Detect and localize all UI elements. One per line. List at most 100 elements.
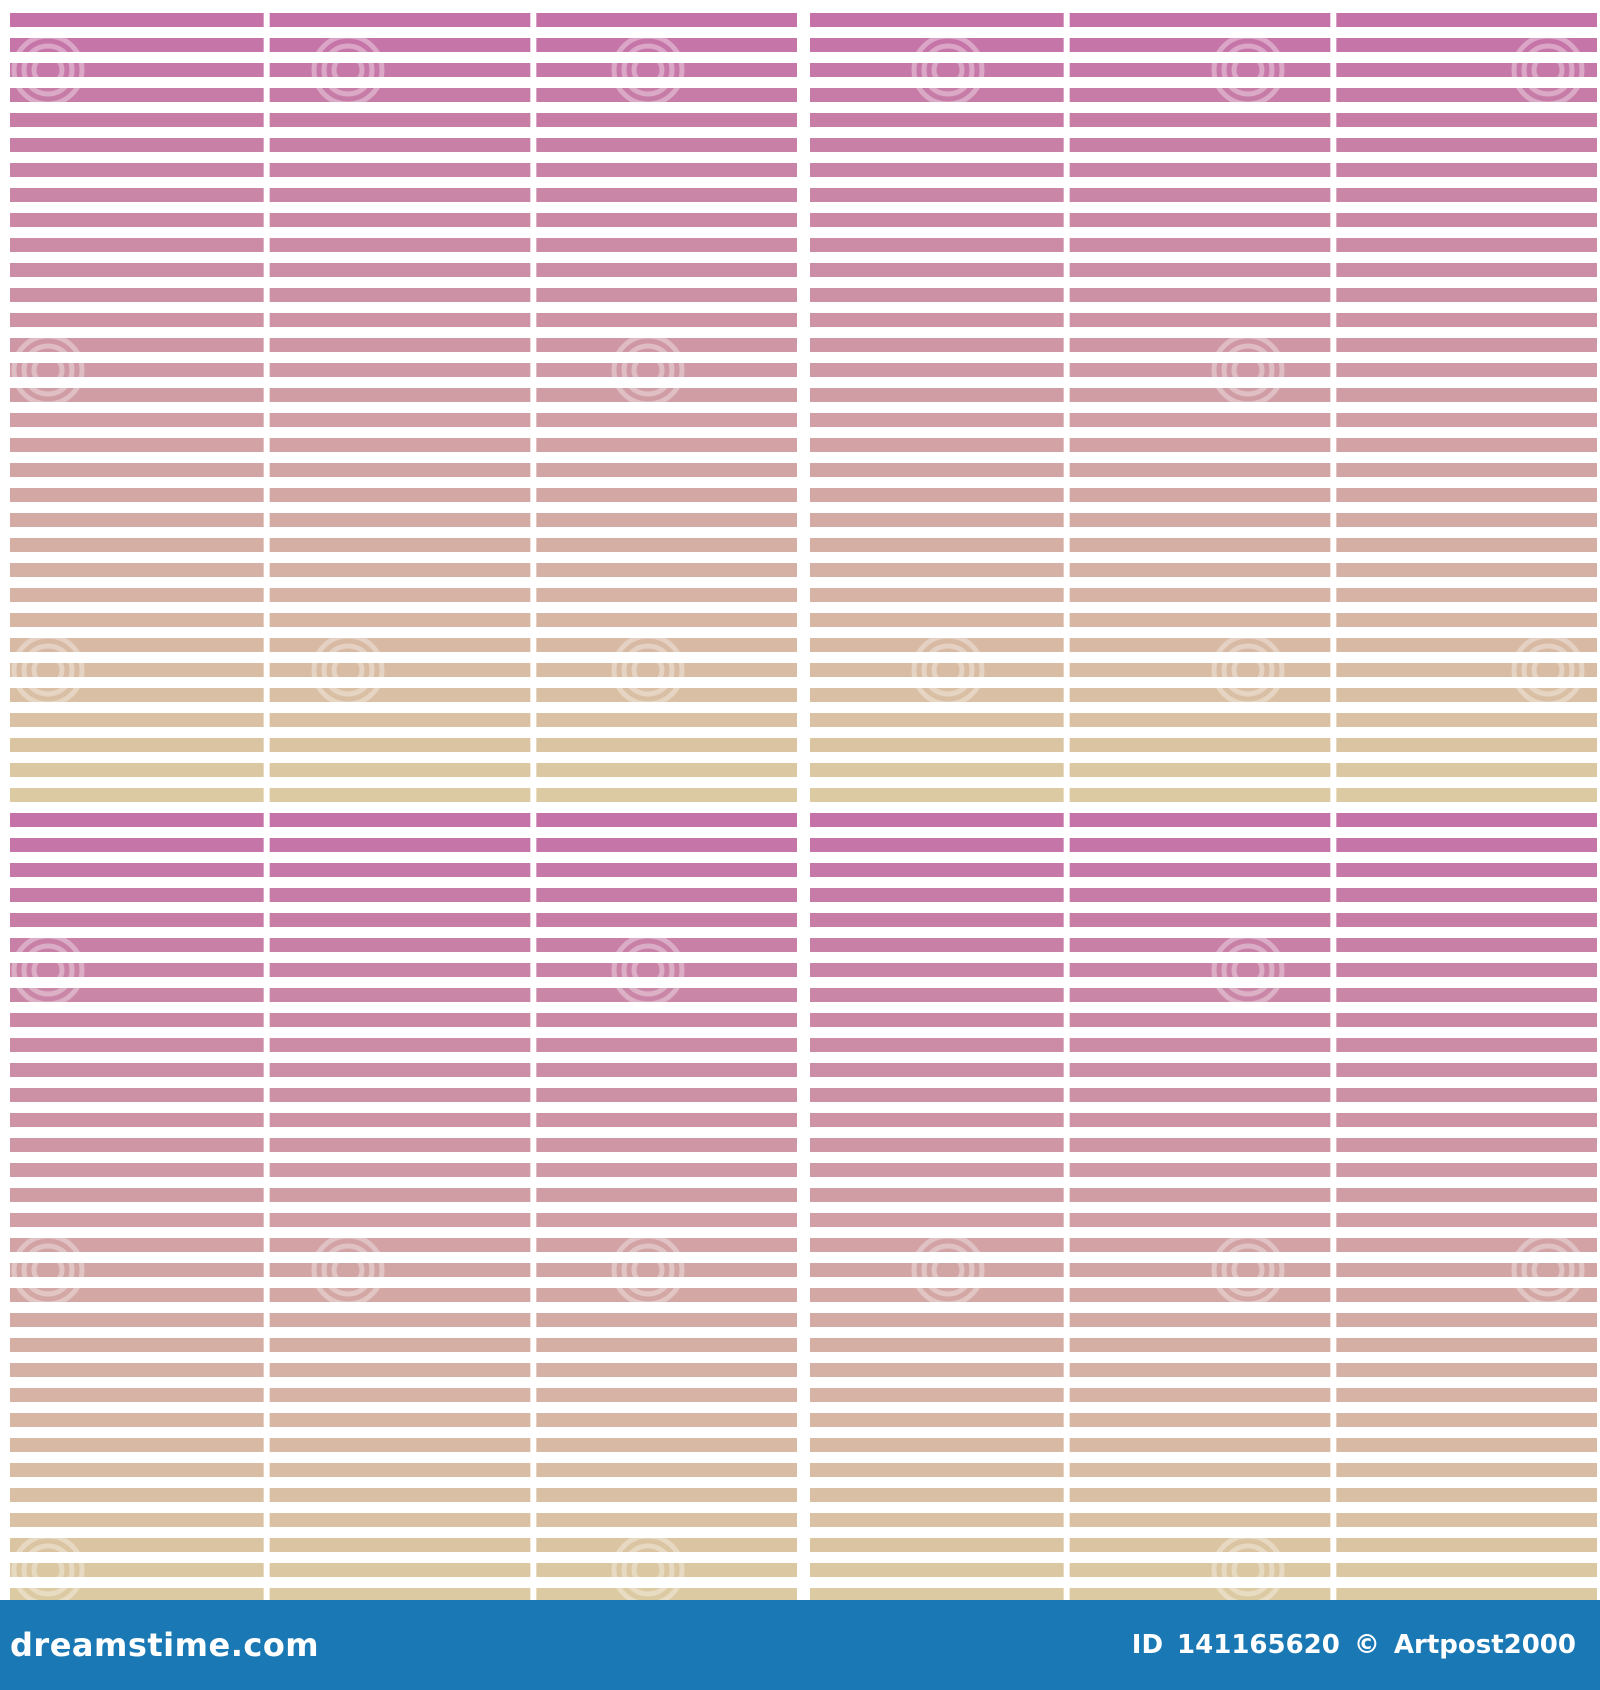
stripe-segment — [810, 488, 1064, 502]
stripe-segment — [1069, 238, 1331, 252]
stripe-segment — [1336, 1263, 1597, 1277]
stripe-segment — [1069, 1313, 1331, 1327]
stripe-segment — [10, 1388, 264, 1402]
stripe-segment — [1069, 688, 1331, 702]
stripe-segment — [810, 663, 1064, 677]
stripe-segment — [10, 113, 264, 127]
stripe-segment — [1336, 613, 1597, 627]
stripe-segment — [269, 488, 531, 502]
stripe-segment — [1069, 188, 1331, 202]
stripe-segment — [536, 413, 797, 427]
stripe-segment — [1069, 1188, 1331, 1202]
stripe-segment — [269, 288, 531, 302]
stripe-segment — [536, 1463, 797, 1477]
stripe-segment — [536, 763, 797, 777]
stripe-segment — [10, 1438, 264, 1452]
stripe-segment — [536, 1488, 797, 1502]
stripe-segment — [269, 313, 531, 327]
stripe-segment — [536, 488, 797, 502]
stripe-segment — [536, 738, 797, 752]
stripe-segment — [269, 338, 531, 352]
dreamstime-logo[interactable]: dreamstime.com — [10, 1626, 319, 1664]
stripe-segment — [269, 38, 531, 52]
stripe-segment — [269, 463, 531, 477]
stripe-segment — [1336, 1138, 1597, 1152]
stripe-segment — [10, 313, 264, 327]
stripe-segment — [269, 1188, 531, 1202]
stripe-segment — [10, 463, 264, 477]
stripe-segment — [1336, 113, 1597, 127]
stripe-segment — [10, 288, 264, 302]
stripe-segment — [810, 1113, 1064, 1127]
stripe-segment — [810, 838, 1064, 852]
stripe-segment — [536, 138, 797, 152]
stripe-segment — [1069, 1013, 1331, 1027]
stripe-segment — [1069, 263, 1331, 277]
stripe-segment — [810, 138, 1064, 152]
stripe-segment — [1069, 1263, 1331, 1277]
stripe-segment — [10, 1338, 264, 1352]
stripe-segment — [1336, 738, 1597, 752]
stripe-segment — [10, 888, 264, 902]
stripe-segment — [10, 1588, 264, 1600]
stripe-segment — [269, 1013, 531, 1027]
stripe-segment — [269, 713, 531, 727]
stripe-segment — [536, 63, 797, 77]
stripe-segment — [10, 488, 264, 502]
id-value: 141165620 — [1177, 1630, 1340, 1660]
stripe-segment — [10, 788, 264, 802]
stripe-segment — [810, 313, 1064, 327]
stripe-segment — [810, 1363, 1064, 1377]
stripe-segment — [269, 538, 531, 552]
stripe-segment — [536, 688, 797, 702]
stripe-segment — [1069, 663, 1331, 677]
stripe-segment — [1069, 913, 1331, 927]
stripe-segment — [10, 188, 264, 202]
stripe-segment — [269, 588, 531, 602]
stripe-segment — [1336, 188, 1597, 202]
stripe-segment — [536, 563, 797, 577]
stripe-segment — [536, 838, 797, 852]
stripe-segment — [269, 363, 531, 377]
stripe-segment — [810, 1513, 1064, 1527]
stripe-segment — [1336, 263, 1597, 277]
stripe-segment — [1069, 988, 1331, 1002]
stripe-segment — [10, 163, 264, 177]
stripe-segment — [810, 288, 1064, 302]
stripe-segment — [810, 1463, 1064, 1477]
stripe-segment — [1069, 963, 1331, 977]
stripe-segment — [810, 1488, 1064, 1502]
stripe-segment — [1336, 663, 1597, 677]
stripe-segment — [536, 1438, 797, 1452]
stripe-segment — [536, 1588, 797, 1600]
stripe-segment — [810, 1338, 1064, 1352]
stripe-segment — [1069, 88, 1331, 102]
stripe-segment — [536, 213, 797, 227]
stripe-segment — [1069, 538, 1331, 552]
stripe-segment — [536, 1238, 797, 1252]
stripe-segment — [1069, 763, 1331, 777]
stripe-segment — [269, 663, 531, 677]
stripe-segment — [1069, 1413, 1331, 1427]
stripe-segment — [1336, 1038, 1597, 1052]
stripe-segment — [1336, 788, 1597, 802]
stripe-segment — [536, 1213, 797, 1227]
stock-image-canvas — [10, 13, 1597, 1600]
stripe-segment — [269, 1513, 531, 1527]
author-name[interactable]: Artpost2000 — [1393, 1630, 1576, 1660]
stripe-segment — [1336, 463, 1597, 477]
stripe-segment — [536, 513, 797, 527]
stripe-segment — [1069, 1563, 1331, 1577]
stripe-segment — [10, 988, 264, 1002]
stripe-segment — [536, 588, 797, 602]
stripe-segment — [810, 913, 1064, 927]
stripe-segment — [1336, 1438, 1597, 1452]
stripe-segment — [810, 1438, 1064, 1452]
stripe-segment — [10, 1213, 264, 1227]
stripe-segment — [269, 1363, 531, 1377]
stripe-segment — [269, 113, 531, 127]
stripe-segment — [269, 13, 531, 27]
stripe-segment — [536, 1113, 797, 1127]
stripe-segment — [536, 1263, 797, 1277]
striped-gradient-pattern — [10, 13, 1597, 1600]
